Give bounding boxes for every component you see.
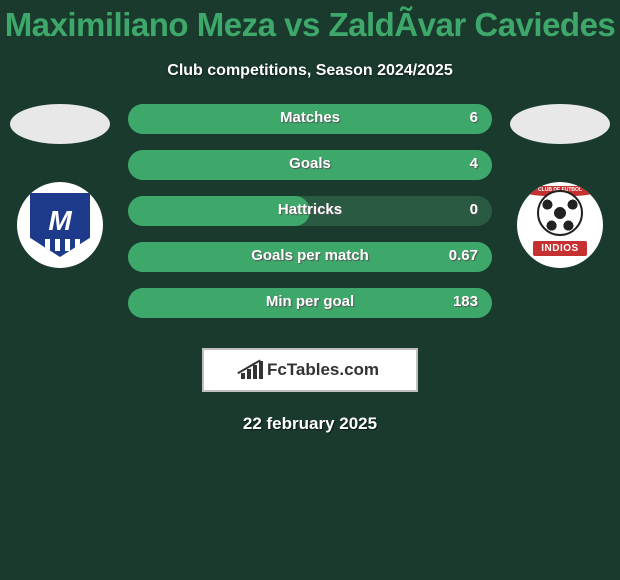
stat-label: Goals <box>289 155 331 172</box>
subtitle: Club competitions, Season 2024/2025 <box>0 62 620 80</box>
page-title: Maximiliano Meza vs ZaldÃ­var Caviedes <box>0 0 620 44</box>
stat-value-right: 0.67 <box>449 247 478 264</box>
stat-row: Goals per match 0.67 <box>128 242 492 272</box>
brand-text: FcTables.com <box>267 360 379 380</box>
right-player-column: CLUB DE FUTBOL INDIOS <box>510 104 610 268</box>
left-club-badge: M <box>17 182 103 268</box>
stat-row: Hattricks 0 <box>128 196 492 226</box>
stat-row: Matches 6 <box>128 104 492 134</box>
soccer-ball-icon <box>537 190 583 236</box>
stat-label: Min per goal <box>266 293 354 310</box>
stat-label: Goals per match <box>251 247 369 264</box>
stat-value-right: 6 <box>470 109 478 126</box>
stat-value-right: 4 <box>470 155 478 172</box>
shield-stripes-icon <box>40 239 80 251</box>
chart-icon <box>241 361 263 379</box>
stat-value-right: 183 <box>453 293 478 310</box>
stat-label: Matches <box>280 109 340 126</box>
right-club-badge: CLUB DE FUTBOL INDIOS <box>517 182 603 268</box>
right-player-avatar <box>510 104 610 144</box>
club-letter: M <box>48 205 71 237</box>
stats-panel: Matches 6 Goals 4 Hattricks 0 Goals per match 0… <box>110 104 510 334</box>
stat-row: Goals 4 <box>128 150 492 180</box>
left-player-column: M <box>10 104 110 268</box>
date-text: 22 february 2025 <box>0 414 620 434</box>
stat-label: Hattricks <box>278 201 342 218</box>
brand-box[interactable]: FcTables.com <box>202 348 418 392</box>
stat-value-right: 0 <box>470 201 478 218</box>
stat-row: Min per goal 183 <box>128 288 492 318</box>
club-banner: INDIOS <box>533 241 586 256</box>
comparison-container: M Matches 6 Goals 4 Hattricks 0 Goals per matc… <box>0 104 620 334</box>
left-player-avatar <box>10 104 110 144</box>
shield-icon: M <box>30 193 90 257</box>
